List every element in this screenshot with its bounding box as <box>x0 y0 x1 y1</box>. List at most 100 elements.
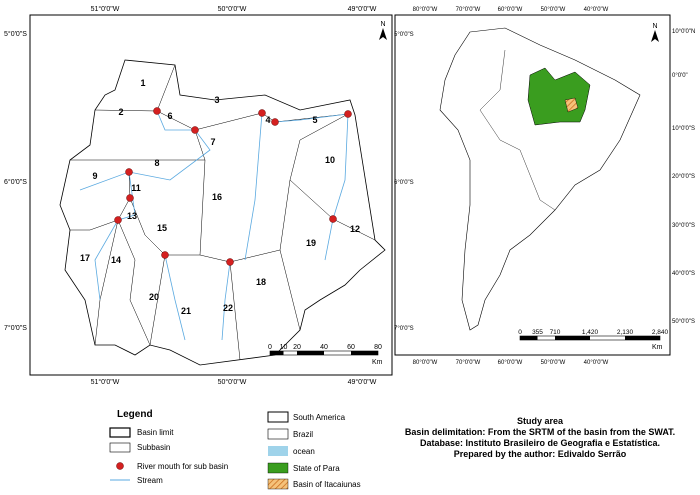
lat-label: 50°0'0"S <box>672 319 695 325</box>
legend-item: Brazil <box>293 430 313 439</box>
lat-label: 0°0'0" <box>672 73 688 79</box>
lat-label: 6°0'0"S <box>394 180 414 186</box>
lon-label: 70°0'0"W <box>456 7 481 13</box>
subbasin-label: 2 <box>118 107 123 117</box>
legend-swatch <box>267 478 289 490</box>
note: Database: Instituto Brasileiro de Geogra… <box>420 438 660 448</box>
lon-label: 50°0'0"W <box>541 7 566 13</box>
legend-swatch <box>109 427 131 438</box>
subbasin-label: 13 <box>127 211 137 221</box>
north-label: N <box>652 23 657 30</box>
subbasin-label: 1 <box>140 78 145 88</box>
subbasin-label: 15 <box>157 223 167 233</box>
lat-label: 10°0'0"N <box>672 29 695 35</box>
lon-label: 40°0'0"W <box>584 7 609 13</box>
scale-tick: 2,130 <box>617 329 634 336</box>
basin-outline <box>59 59 386 366</box>
legend-item: ocean <box>293 447 315 456</box>
legend-item: River mouth for sub basin <box>137 462 228 471</box>
scale-tick: 40 <box>320 344 328 351</box>
legend-item: Stream <box>137 476 163 485</box>
legend-swatch <box>267 411 289 423</box>
scale-unit: Km <box>372 359 383 366</box>
left-north-arrow <box>379 28 387 40</box>
subbasin-label: 19 <box>306 238 316 248</box>
lon-label: 80°0'0"W <box>413 360 438 366</box>
subbasin-label: 10 <box>325 155 335 165</box>
lon-label: 50°0'0"W <box>218 378 247 386</box>
brazil-border <box>479 49 556 211</box>
lat-label: 40°0'0"S <box>672 271 695 277</box>
lat-label: 5°0'0"S <box>394 32 414 38</box>
lon-label: 49°0'0"W <box>348 378 377 386</box>
note: Study area <box>517 416 564 426</box>
legend-item: Basin of Itacaiunas <box>293 480 361 489</box>
north-label: N <box>380 21 385 28</box>
subbasin-label: 9 <box>92 171 97 181</box>
scale-tick: 0 <box>518 329 522 336</box>
subbasin-label: 14 <box>111 255 121 265</box>
note: Basin delimitation: From the SRTM of the… <box>405 427 675 437</box>
legend-swatch <box>116 462 124 470</box>
lon-label: 60°0'0"W <box>498 7 523 13</box>
legend-item: State of Para <box>293 464 340 473</box>
scale-tick: 60 <box>347 344 355 351</box>
legend-title: Legend <box>117 409 153 420</box>
scale-unit: Km <box>652 344 663 351</box>
scale-tick: 2,840 <box>652 329 669 336</box>
lon-label: 51°0'0"W <box>91 5 120 13</box>
subbasin-label: 16 <box>212 192 222 202</box>
legend-swatch <box>267 462 289 474</box>
subbasin-label: 11 <box>131 183 141 193</box>
itacaiunas-basin <box>564 97 579 113</box>
right-scale-bar <box>519 335 661 341</box>
scale-tick: 10 <box>280 344 288 351</box>
subbasin-label: 8 <box>154 158 159 168</box>
state-para <box>527 67 591 126</box>
subbasin-label: 20 <box>149 292 159 302</box>
lon-label: 40°0'0"W <box>584 360 609 366</box>
subbasin-label: 5 <box>312 115 317 125</box>
lon-label: 49°0'0"W <box>348 5 377 13</box>
lon-label: 50°0'0"W <box>218 5 247 13</box>
subbasin-label: 18 <box>256 277 266 287</box>
legend-item: South America <box>293 413 346 422</box>
legend-swatch <box>268 446 288 456</box>
right-north-arrow <box>651 30 659 42</box>
scale-tick: 355 <box>532 329 543 336</box>
scale-tick: 20 <box>293 344 301 351</box>
subbasin-label: 22 <box>223 303 233 313</box>
south-america <box>439 27 641 331</box>
subbasin-label: 21 <box>181 306 191 316</box>
lat-label: 7°0'0"S <box>394 326 414 332</box>
lat-label: 7°0'0"S <box>4 324 27 332</box>
lon-label: 50°0'0"W <box>541 360 566 366</box>
legend-item: Subbasin <box>137 443 170 452</box>
scale-tick: 710 <box>550 329 561 336</box>
note: Prepared by the author: Edivaldo Serrão <box>454 449 627 459</box>
lat-label: 30°0'0"S <box>672 223 695 229</box>
scale-tick: 80 <box>374 344 382 351</box>
lon-label: 70°0'0"W <box>456 360 481 366</box>
lat-label: 10°0'0"S <box>672 126 695 132</box>
lat-label: 20°0'0"S <box>672 174 695 180</box>
legend-swatch <box>267 428 289 440</box>
legend-item: Basin limit <box>137 428 174 437</box>
streams <box>79 110 349 341</box>
lat-label: 5°0'0"S <box>4 30 27 38</box>
left-scale-bar <box>269 350 379 356</box>
legend-swatch <box>109 442 131 453</box>
subbasin-label: 4 <box>265 115 270 125</box>
subbasin-label: 17 <box>80 253 90 263</box>
lat-label: 6°0'0"S <box>4 178 27 186</box>
subbasin-label: 7 <box>210 137 215 147</box>
subbasin-label: 3 <box>214 95 219 105</box>
lon-label: 80°0'0"W <box>413 7 438 13</box>
subbasin-label: 6 <box>167 111 172 121</box>
river-mouths <box>114 107 352 266</box>
subbasin-label: 12 <box>350 224 360 234</box>
lon-label: 60°0'0"W <box>498 360 523 366</box>
scale-tick: 1,420 <box>582 329 599 336</box>
scale-tick: 0 <box>268 344 272 351</box>
